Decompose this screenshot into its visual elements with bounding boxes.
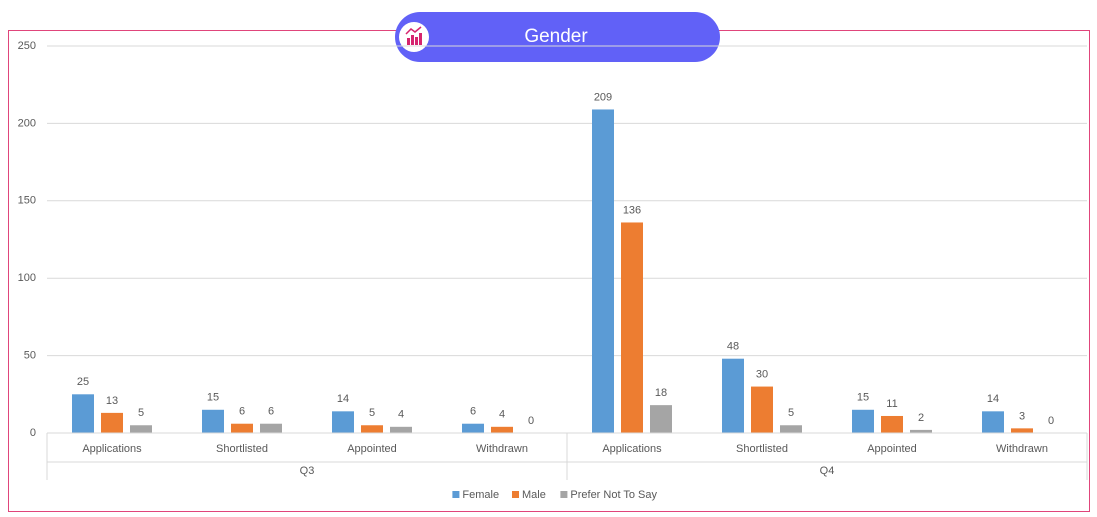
legend-swatch bbox=[512, 491, 519, 498]
bar bbox=[852, 409, 874, 433]
bar bbox=[361, 425, 383, 433]
chart-frame bbox=[8, 30, 1090, 512]
data-label: 11 bbox=[886, 398, 897, 410]
data-label: 25 bbox=[77, 376, 89, 388]
y-tick-label: 50 bbox=[24, 350, 36, 362]
group-label: Q3 bbox=[300, 465, 315, 477]
y-tick-label: 200 bbox=[18, 117, 36, 129]
bar bbox=[650, 405, 672, 433]
data-label: 3 bbox=[1019, 410, 1025, 422]
x-tick-label: Withdrawn bbox=[996, 443, 1048, 455]
data-label: 136 bbox=[623, 204, 641, 216]
bar bbox=[72, 394, 94, 433]
data-label: 5 bbox=[369, 407, 375, 419]
bar bbox=[722, 358, 744, 433]
bar bbox=[202, 409, 224, 433]
y-tick-label: 0 bbox=[30, 427, 36, 439]
x-tick-label: Appointed bbox=[867, 443, 917, 455]
x-tick-label: Applications bbox=[82, 443, 142, 455]
bar bbox=[881, 415, 903, 433]
bar bbox=[390, 426, 412, 433]
data-label: 14 bbox=[337, 393, 349, 405]
data-label: 6 bbox=[239, 406, 245, 418]
data-label: 6 bbox=[268, 406, 274, 418]
bar bbox=[260, 423, 282, 433]
y-tick-label: 250 bbox=[18, 40, 36, 52]
bar bbox=[780, 425, 802, 433]
x-tick-label: Shortlisted bbox=[736, 443, 788, 455]
bar bbox=[982, 411, 1004, 433]
y-tick-label: 150 bbox=[18, 195, 36, 207]
group-label: Q4 bbox=[820, 465, 835, 477]
bar bbox=[491, 426, 513, 433]
data-label: 48 bbox=[727, 341, 739, 353]
chart-title: Gender bbox=[524, 26, 588, 47]
bar bbox=[101, 412, 123, 433]
data-label: 15 bbox=[857, 392, 869, 404]
data-label: 30 bbox=[756, 368, 768, 380]
data-label: 5 bbox=[138, 407, 144, 419]
x-tick-label: Shortlisted bbox=[216, 443, 268, 455]
bar bbox=[910, 429, 932, 433]
bar bbox=[332, 411, 354, 433]
legend-swatch bbox=[560, 491, 568, 498]
data-label: 209 bbox=[594, 91, 612, 103]
x-tick-label: Appointed bbox=[347, 443, 397, 455]
data-label: 0 bbox=[1048, 415, 1054, 427]
data-label: 15 bbox=[207, 392, 219, 404]
bar bbox=[751, 386, 773, 433]
bar bbox=[621, 222, 643, 433]
data-label: 6 bbox=[470, 406, 476, 418]
data-label: 14 bbox=[987, 393, 999, 405]
icon-glyph bbox=[405, 26, 422, 45]
legend-swatch bbox=[452, 491, 460, 498]
y-tick-label: 100 bbox=[18, 272, 36, 284]
data-label: 18 bbox=[655, 387, 667, 399]
title-pill bbox=[395, 12, 720, 62]
data-label: 13 bbox=[106, 395, 118, 407]
bar bbox=[130, 425, 152, 433]
legend-label: Female bbox=[462, 489, 499, 501]
x-tick-label: Applications bbox=[602, 443, 662, 455]
data-label: 0 bbox=[528, 415, 534, 427]
legend-label: Male bbox=[522, 489, 546, 501]
bar bbox=[462, 423, 484, 433]
data-label: 2 bbox=[918, 412, 924, 424]
bar bbox=[231, 423, 253, 433]
data-label: 5 bbox=[788, 407, 794, 419]
legend-label: Prefer Not To Say bbox=[570, 489, 657, 501]
data-label: 4 bbox=[499, 409, 505, 421]
data-label: 4 bbox=[398, 409, 404, 421]
bar bbox=[592, 109, 614, 433]
x-tick-label: Withdrawn bbox=[476, 443, 528, 455]
bar bbox=[1011, 428, 1033, 433]
